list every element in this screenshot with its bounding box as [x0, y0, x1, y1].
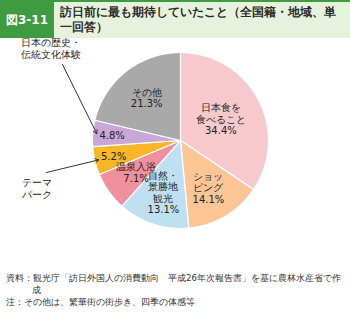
svg-text:温泉入浴7.1%: 温泉入浴7.1% — [116, 161, 156, 184]
html-text:訪日前に最も期待していたこと（全国籍・地域、単一回答）: 訪日前に最も期待していたこと（全国籍・地域、単一回答） — [60, 5, 336, 34]
svg-text:テーマパーク: テーマパーク — [21, 177, 52, 200]
svg-text:自然・景勝地観光13.1%: 自然・景勝地観光13.1% — [148, 170, 180, 216]
svg-text:日本食を食べること34.4%: 日本食を食べること34.4% — [196, 102, 246, 136]
svg-text:日本の歴史・伝統文化体験: 日本の歴史・伝統文化体験 — [21, 38, 81, 60]
svg-text:4.8%: 4.8% — [99, 130, 124, 141]
svg-text:ショッピング14.1%: ショッピング14.1% — [193, 171, 225, 205]
html-text:注：その他は、繁華街の街歩き、四季の体感等: 注：その他は、繁華街の街歩き、四季の体感等 — [6, 297, 195, 307]
svg-text:その他21.3%: その他21.3% — [131, 87, 163, 110]
html-text:資料：観光庁「訪日外国人の消費動向 平成26年次報告書」を基: 資料：観光庁「訪日外国人の消費動向 平成26年次報告書」を基に農林水産省で作成 — [6, 273, 341, 295]
svg-text:5.2%: 5.2% — [101, 151, 126, 162]
html-text:図3-11: 図3-11 — [6, 12, 48, 27]
